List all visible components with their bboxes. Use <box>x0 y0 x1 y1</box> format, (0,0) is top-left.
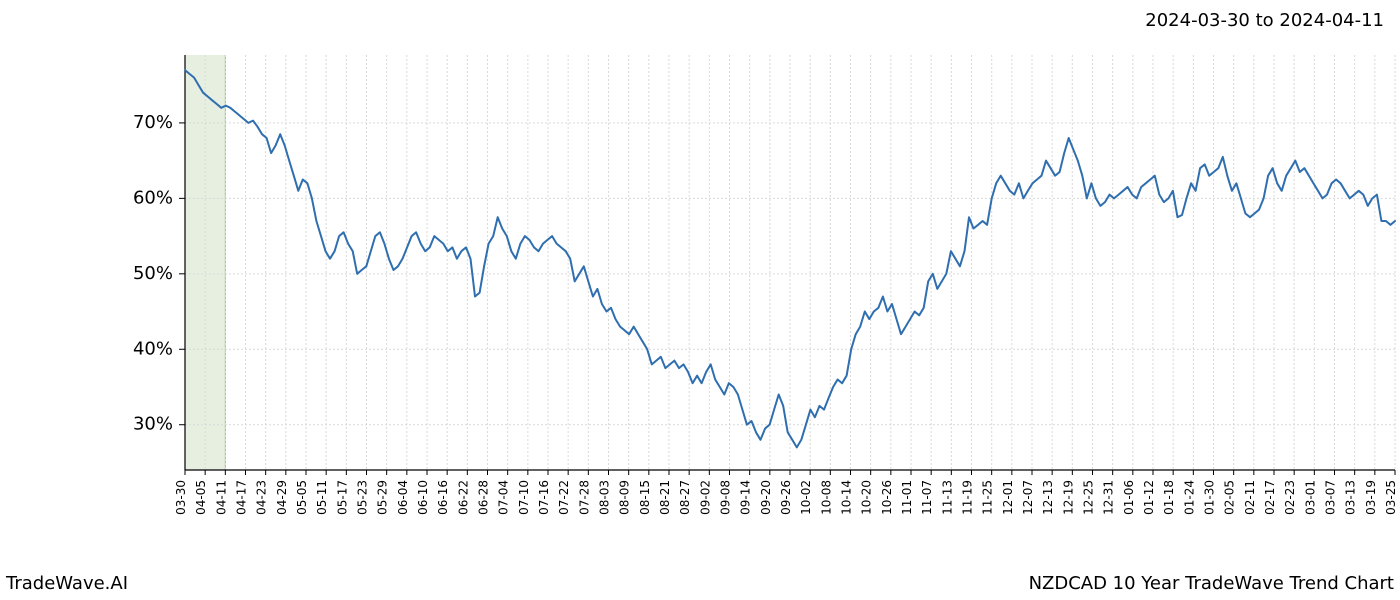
svg-text:03-01: 03-01 <box>1303 480 1317 515</box>
svg-text:10-20: 10-20 <box>860 480 874 515</box>
svg-text:03-25: 03-25 <box>1384 480 1398 515</box>
svg-text:08-09: 08-09 <box>618 480 632 515</box>
svg-text:06-28: 06-28 <box>477 480 491 515</box>
svg-text:40%: 40% <box>133 338 173 359</box>
svg-text:05-11: 05-11 <box>315 480 329 515</box>
svg-text:07-28: 07-28 <box>577 480 591 515</box>
svg-text:09-26: 09-26 <box>779 480 793 515</box>
svg-text:04-17: 04-17 <box>235 480 249 515</box>
svg-text:08-21: 08-21 <box>658 480 672 515</box>
svg-text:06-22: 06-22 <box>456 480 470 515</box>
svg-text:05-05: 05-05 <box>295 480 309 515</box>
svg-text:09-02: 09-02 <box>698 480 712 515</box>
svg-text:06-04: 06-04 <box>396 480 410 515</box>
svg-text:02-11: 02-11 <box>1243 480 1257 515</box>
svg-text:08-27: 08-27 <box>678 480 692 515</box>
svg-text:04-05: 04-05 <box>194 480 208 515</box>
svg-text:12-01: 12-01 <box>1001 480 1015 515</box>
svg-text:02-05: 02-05 <box>1223 480 1237 515</box>
svg-text:10-02: 10-02 <box>799 480 813 515</box>
svg-text:10-14: 10-14 <box>840 480 854 515</box>
chart-container: 2024-03-30 to 2024-04-11 30%40%50%60%70%… <box>0 0 1400 600</box>
svg-text:03-30: 03-30 <box>174 480 188 515</box>
svg-text:12-07: 12-07 <box>1021 480 1035 515</box>
svg-text:70%: 70% <box>133 112 173 133</box>
svg-text:02-23: 02-23 <box>1283 480 1297 515</box>
svg-text:09-20: 09-20 <box>759 480 773 515</box>
svg-text:07-22: 07-22 <box>557 480 571 515</box>
svg-text:05-29: 05-29 <box>376 480 390 515</box>
svg-text:12-19: 12-19 <box>1061 480 1075 515</box>
svg-text:03-19: 03-19 <box>1364 480 1378 515</box>
svg-text:04-29: 04-29 <box>275 480 289 515</box>
svg-text:04-11: 04-11 <box>214 480 228 515</box>
svg-text:60%: 60% <box>133 187 173 208</box>
svg-text:11-19: 11-19 <box>961 480 975 515</box>
svg-text:02-17: 02-17 <box>1263 480 1277 515</box>
svg-text:11-07: 11-07 <box>920 480 934 515</box>
svg-text:01-12: 01-12 <box>1142 480 1156 515</box>
svg-text:07-16: 07-16 <box>537 480 551 515</box>
svg-text:30%: 30% <box>133 414 173 435</box>
chart-title: NZDCAD 10 Year TradeWave Trend Chart <box>1029 573 1394 594</box>
trend-chart: 30% 40% 50% 60% 70% 03-30 04-05 04-11 04-17 04-23… <box>0 0 1400 600</box>
svg-text:11-13: 11-13 <box>940 480 954 515</box>
svg-text:06-10: 06-10 <box>416 480 430 515</box>
svg-text:12-13: 12-13 <box>1041 480 1055 515</box>
svg-text:09-14: 09-14 <box>739 480 753 515</box>
svg-text:05-23: 05-23 <box>356 480 370 515</box>
svg-text:06-16: 06-16 <box>436 480 450 515</box>
svg-text:01-06: 01-06 <box>1122 480 1136 515</box>
svg-text:11-01: 11-01 <box>900 480 914 515</box>
svg-text:07-04: 07-04 <box>497 480 511 515</box>
svg-text:03-13: 03-13 <box>1344 480 1358 515</box>
svg-text:03-07: 03-07 <box>1324 480 1338 515</box>
svg-text:11-25: 11-25 <box>981 480 995 515</box>
svg-text:09-08: 09-08 <box>719 480 733 515</box>
svg-text:10-08: 10-08 <box>819 480 833 515</box>
svg-text:12-31: 12-31 <box>1102 480 1116 515</box>
svg-text:04-23: 04-23 <box>255 480 269 515</box>
svg-text:01-30: 01-30 <box>1203 480 1217 515</box>
svg-text:08-15: 08-15 <box>638 480 652 515</box>
svg-text:05-17: 05-17 <box>335 480 349 515</box>
svg-text:10-26: 10-26 <box>880 480 894 515</box>
brand-label: TradeWave.AI <box>6 573 128 594</box>
svg-text:01-24: 01-24 <box>1182 480 1196 515</box>
svg-text:08-03: 08-03 <box>598 480 612 515</box>
svg-text:01-18: 01-18 <box>1162 480 1176 515</box>
svg-text:07-10: 07-10 <box>517 480 531 515</box>
svg-text:12-25: 12-25 <box>1082 480 1096 515</box>
svg-text:50%: 50% <box>133 263 173 284</box>
